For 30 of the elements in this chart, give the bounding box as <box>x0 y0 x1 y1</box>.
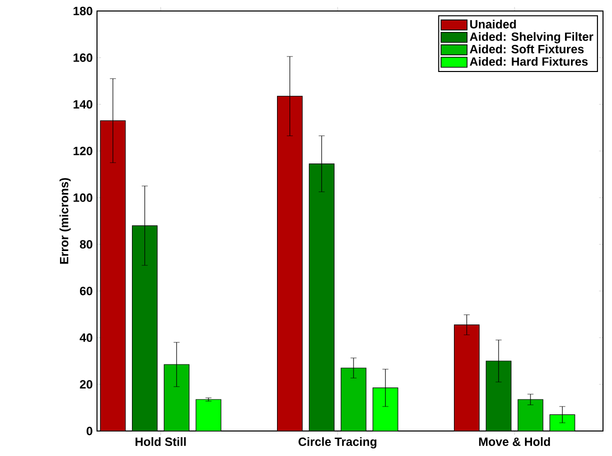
legend-label: Aided: Soft Fixtures <box>470 44 584 54</box>
y-tick-label: 80 <box>80 240 92 249</box>
legend-label: Aided: Hard Fixtures <box>470 57 588 66</box>
x-tick-label: Circle Tracing <box>298 437 376 448</box>
y-tick-label: 180 <box>74 6 92 16</box>
y-tick-label: 160 <box>74 53 92 62</box>
bar <box>454 324 480 431</box>
bar <box>164 364 190 431</box>
bar <box>132 225 158 431</box>
bar <box>518 399 544 431</box>
bar <box>550 414 576 431</box>
y-tick-label: 100 <box>74 193 92 202</box>
legend-label: Aided: Shelving Filter <box>470 32 594 44</box>
y-axis-title: Error (microns) <box>60 178 71 264</box>
bar <box>100 120 126 431</box>
y-tick-label: 0 <box>86 426 92 436</box>
y-tick-label: 60 <box>80 286 92 296</box>
y-tick-label: 120 <box>74 146 92 156</box>
bar <box>196 399 222 431</box>
bar <box>308 164 334 431</box>
bar <box>486 360 512 431</box>
y-tick-label: 140 <box>74 100 92 109</box>
bar <box>372 388 398 431</box>
bar <box>277 96 303 431</box>
y-tick-label: 20 <box>80 380 92 389</box>
legend-label: Unaided <box>470 20 516 28</box>
bar <box>340 368 366 431</box>
x-tick-label: Move & Hold <box>479 437 550 446</box>
x-tick-label: Hold Still <box>136 437 186 446</box>
y-tick-label: 40 <box>80 333 92 342</box>
